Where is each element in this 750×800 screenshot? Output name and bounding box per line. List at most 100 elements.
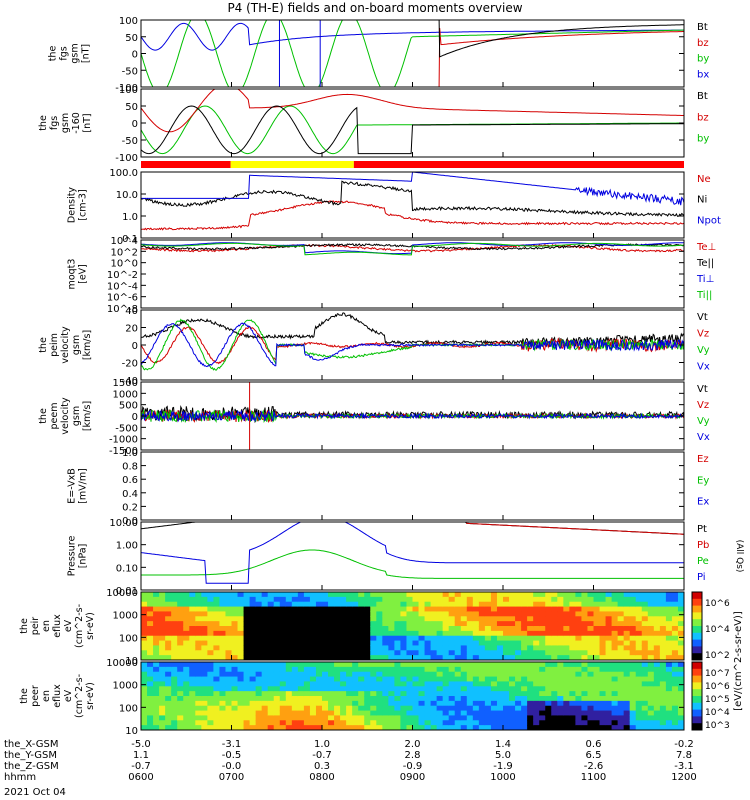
heat-cell <box>557 635 564 642</box>
heat-cell <box>623 686 631 692</box>
y-tick-label: -500 <box>115 423 138 434</box>
legend-bx: bx <box>697 69 709 80</box>
heat-cell <box>478 676 486 683</box>
heat-cell <box>243 725 251 730</box>
heat-cell <box>581 662 589 668</box>
heat-cell <box>484 621 492 627</box>
heat-cell <box>466 715 474 721</box>
heat-cell <box>147 705 154 712</box>
heat-cell <box>261 700 269 707</box>
heat-cell <box>647 592 655 598</box>
heat-cell <box>297 691 305 697</box>
heat-cell <box>177 621 184 627</box>
heat-cell <box>303 681 311 687</box>
heat-cell <box>581 626 589 632</box>
heat-cell <box>183 630 190 637</box>
heat-cell <box>665 710 673 717</box>
heat-cell <box>261 635 269 642</box>
heat-cell <box>484 640 492 647</box>
heat-cell <box>340 681 347 687</box>
heat-cell <box>394 601 402 608</box>
heat-cell <box>515 725 522 730</box>
heat-cell <box>412 621 420 627</box>
heat-cell <box>605 630 613 637</box>
heat-cell <box>219 606 227 613</box>
heat-cell <box>539 601 546 608</box>
heat-cell <box>183 662 190 668</box>
heat-cell <box>599 630 607 637</box>
heat-cell <box>340 596 347 603</box>
heat-cell <box>490 592 498 598</box>
heat-cell <box>611 611 619 617</box>
heat-cell <box>448 710 456 717</box>
heat-cell <box>539 655 546 660</box>
heat-cell <box>261 696 269 702</box>
heat-cell <box>279 691 287 697</box>
heat-cell <box>225 650 233 656</box>
heat-cell <box>412 640 420 647</box>
heat-cell <box>418 700 426 707</box>
y-tick-label: 1000 <box>113 681 138 692</box>
heat-cell <box>605 720 613 726</box>
heat-cell <box>394 662 402 668</box>
heat-cell <box>569 592 576 598</box>
heat-cell <box>303 700 311 707</box>
heat-cell <box>159 596 166 603</box>
heat-cell <box>364 691 371 697</box>
heat-cell <box>569 676 576 683</box>
heat-cell <box>213 720 221 726</box>
heat-cell <box>430 700 438 707</box>
heat-cell <box>364 645 371 651</box>
heat-cell <box>575 621 583 627</box>
heat-cell <box>303 635 311 642</box>
trace-bx <box>141 22 684 51</box>
heat-cell <box>587 666 595 673</box>
heat-cell <box>201 616 208 622</box>
heat-cell <box>454 592 462 598</box>
heat-cell <box>352 666 359 673</box>
heat-cell <box>291 592 299 598</box>
heat-cell <box>388 686 395 692</box>
heat-cell <box>388 650 395 656</box>
heat-cell <box>563 681 570 687</box>
heat-cell <box>448 662 456 668</box>
heat-cell <box>611 705 619 712</box>
heat-cell <box>171 611 178 617</box>
heat-cell <box>213 655 221 660</box>
heat-cell <box>309 666 317 673</box>
y-tick-label: 20 <box>125 324 138 335</box>
heat-cell <box>412 616 420 622</box>
heat-cell <box>291 681 299 687</box>
heat-cell <box>478 662 486 668</box>
y-tick-label: 0.1 <box>122 234 138 245</box>
heat-cell <box>629 606 637 613</box>
y-tick-label: 100 <box>119 16 138 27</box>
heat-cell <box>249 601 257 608</box>
heat-cell <box>340 666 347 673</box>
heat-cell <box>575 662 583 668</box>
heat-cell <box>605 686 613 692</box>
heat-cell <box>309 700 317 707</box>
heat-cell <box>659 681 667 687</box>
heat-cell <box>189 720 196 726</box>
heat-cell <box>551 686 558 692</box>
heat-cell <box>267 696 275 702</box>
heat-cell <box>460 662 468 668</box>
heat-cell <box>334 592 341 598</box>
heat-cell <box>303 626 311 632</box>
heat-cell <box>641 676 649 683</box>
x-axis-value: 2.0 <box>405 739 421 750</box>
heat-cell <box>219 671 227 678</box>
x-axis-value: 1.1 <box>133 750 149 761</box>
heat-cell <box>551 616 558 622</box>
heat-cell <box>255 601 263 608</box>
heat-cell <box>315 700 323 707</box>
legend-Pi: Pi <box>697 572 706 583</box>
heat-cell <box>671 676 679 683</box>
heat-cell <box>484 666 492 673</box>
heat-cell <box>659 645 667 651</box>
heat-cell <box>575 640 583 647</box>
heat-cell <box>665 606 673 613</box>
y-tick-label: 0 <box>132 412 138 423</box>
heat-cell <box>328 655 335 660</box>
